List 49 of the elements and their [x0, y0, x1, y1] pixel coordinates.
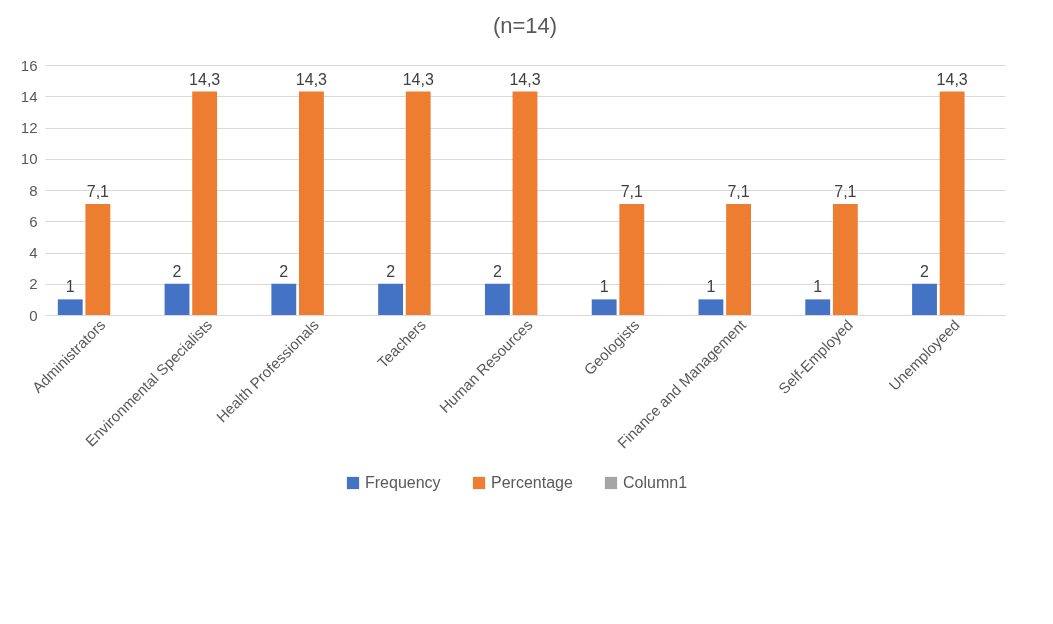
bar — [57, 299, 83, 315]
bar — [805, 299, 831, 315]
y-tick-label: 0 — [29, 306, 38, 324]
bar — [271, 283, 297, 315]
bar — [164, 283, 190, 315]
y-tick-label: 8 — [29, 181, 38, 199]
data-label: 14,3 — [295, 70, 328, 88]
data-label: 1 — [813, 278, 823, 296]
data-label: 2 — [920, 262, 930, 280]
data-label: 2 — [386, 262, 396, 280]
data-label: 7,1 — [834, 183, 857, 201]
y-tick-label: 14 — [20, 87, 38, 105]
bar — [939, 91, 965, 315]
bar — [912, 283, 937, 315]
legend-label: Percentage — [491, 474, 573, 491]
legend-label: Frequency — [365, 474, 441, 491]
y-tick-label: 12 — [20, 119, 38, 136]
bar — [299, 91, 324, 315]
bar — [378, 283, 404, 315]
data-label: 14,3 — [189, 70, 221, 88]
data-label: 7,1 — [86, 183, 110, 201]
data-label: 2 — [492, 262, 502, 280]
bar — [726, 204, 751, 315]
y-tick-label: 2 — [29, 275, 38, 293]
data-label: 2 — [279, 262, 289, 280]
y-tick-label: 4 — [29, 244, 38, 261]
data-label: 1 — [706, 278, 716, 296]
bar — [192, 91, 218, 315]
data-label: 14,3 — [509, 70, 541, 88]
bar — [85, 204, 111, 315]
data-label: 7,1 — [727, 183, 750, 201]
bar — [405, 91, 431, 315]
y-tick-label: 6 — [29, 212, 38, 230]
y-tick-label: 16 — [20, 56, 38, 74]
data-label: 7,1 — [620, 183, 643, 201]
data-label: 1 — [599, 278, 609, 296]
data-label: 14,3 — [936, 70, 968, 88]
bar — [619, 204, 645, 315]
bar — [591, 299, 617, 315]
bar — [698, 299, 724, 315]
bar — [512, 91, 538, 315]
chart-title: (n=14) — [492, 13, 558, 38]
bar — [484, 283, 510, 315]
data-label: 14,3 — [402, 70, 434, 88]
data-label: 1 — [65, 278, 75, 296]
legend-label: Column1 — [623, 474, 688, 491]
y-tick-label: 10 — [20, 150, 38, 168]
bar — [832, 204, 858, 315]
data-label: 2 — [172, 262, 182, 280]
